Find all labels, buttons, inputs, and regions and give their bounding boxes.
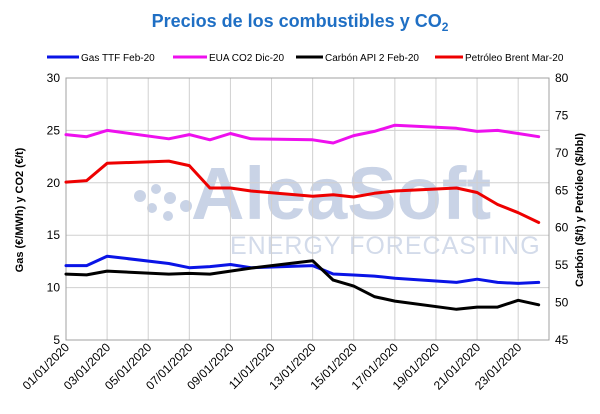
y-right-tick-label: 80 xyxy=(555,71,569,85)
plot-frame xyxy=(65,77,550,341)
y-axis-right: 45 50 55 60 65 70 75 80 xyxy=(555,71,569,347)
series-line-0 xyxy=(64,254,541,285)
legend-label-gas: Gas TTF Feb-20 xyxy=(81,53,155,64)
watermark-tagline: ENERGY FORECASTING xyxy=(230,232,541,260)
y-left-tick-label: 5 xyxy=(53,333,60,347)
y-left-tick-label: 15 xyxy=(47,228,61,242)
series-lines xyxy=(64,123,541,311)
legend-item-coal: Carbón API 2 Feb-20 xyxy=(296,53,419,64)
legend-item-gas: Gas TTF Feb-20 xyxy=(47,53,155,64)
legend-label-coal: Carbón API 2 Feb-20 xyxy=(325,53,419,64)
legend: Gas TTF Feb-20 EUA CO2 Dic-20 Carbón API… xyxy=(47,53,564,64)
y-right-tick-label: 50 xyxy=(555,296,569,310)
y-axis-left-label: Gas (€/MWh) y CO2 (€/t) xyxy=(14,147,26,272)
y-right-tick-label: 60 xyxy=(555,221,569,235)
y-right-tick-label: 75 xyxy=(555,108,569,122)
watermark-logo: AleaSoft ENERGY FORECASTING xyxy=(134,152,541,260)
y-right-tick-label: 70 xyxy=(555,146,569,160)
legend-item-brent: Petróleo Brent Mar-20 xyxy=(435,53,564,64)
plot-border xyxy=(65,77,550,341)
watermark-brand: AleaSoft xyxy=(191,152,491,235)
series-line-3 xyxy=(64,159,541,224)
legend-item-co2: EUA CO2 Dic-20 xyxy=(173,53,284,64)
y-left-tick-label: 30 xyxy=(47,71,61,85)
watermark-dots-icon xyxy=(134,184,192,221)
y-right-tick-label: 65 xyxy=(555,183,569,197)
y-axis-right-label: Carbón ($/t) y Petróleo ($/bbl) xyxy=(574,133,586,287)
y-left-tick-label: 10 xyxy=(47,281,61,295)
x-axis: 01/01/202003/01/202005/01/202007/01/2020… xyxy=(20,340,525,393)
y-left-tick-label: 20 xyxy=(47,176,61,190)
series-line-1 xyxy=(64,123,541,145)
series-line-2 xyxy=(64,259,541,311)
chart-title: Precios de los combustibles y CO2 xyxy=(152,11,449,34)
y-right-tick-label: 55 xyxy=(555,258,569,272)
legend-label-brent: Petróleo Brent Mar-20 xyxy=(465,53,564,64)
y-left-tick-label: 25 xyxy=(47,123,61,137)
legend-label-co2: EUA CO2 Dic-20 xyxy=(209,53,284,64)
y-axis-left: 5 10 15 20 25 30 xyxy=(47,71,61,347)
chart-title-subscript: 2 xyxy=(442,20,449,34)
y-right-tick-label: 45 xyxy=(555,333,569,347)
